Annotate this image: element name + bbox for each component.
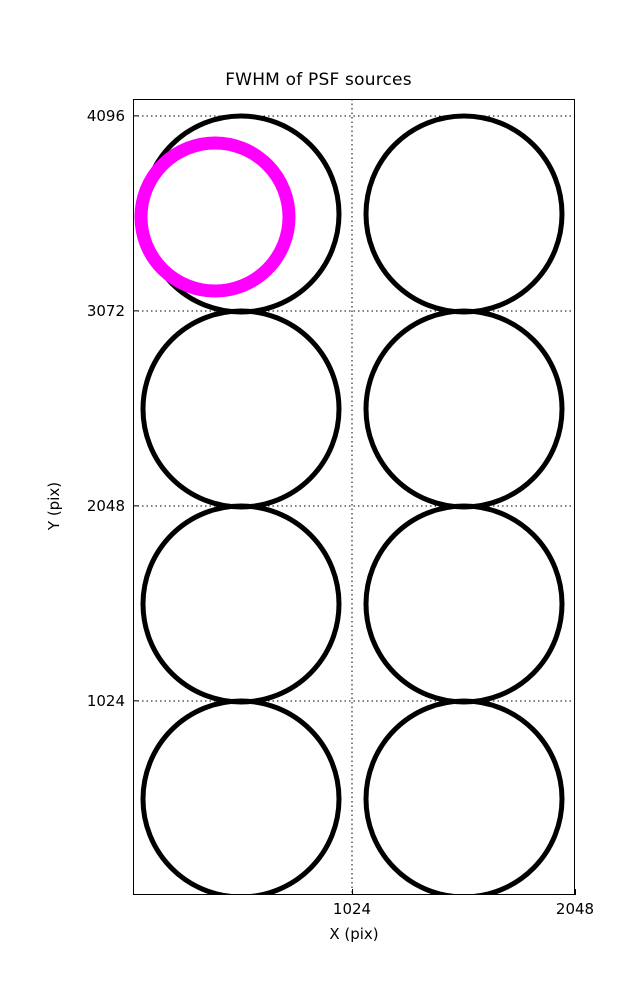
- ytick-mark-4096: [133, 115, 139, 117]
- axes-frame: [133, 99, 575, 895]
- ytick-label-1024: 1024: [86, 692, 125, 710]
- page-title: FWHM of PSF sources: [225, 70, 412, 90]
- y-axis-label: Y (pix): [45, 481, 63, 531]
- xtick-label-1024: 1024: [332, 900, 372, 918]
- ytick-mark-1024: [133, 700, 139, 702]
- ytick-label-2048: 2048: [86, 497, 125, 515]
- xtick-mark-1024: [352, 889, 354, 895]
- x-axis-label: X (pix): [329, 925, 379, 943]
- ytick-label-3072: 3072: [86, 302, 125, 320]
- ytick-label-4096: 4096: [86, 107, 125, 125]
- ytick-mark-3072: [133, 310, 139, 312]
- xtick-label-2048: 2048: [555, 900, 595, 918]
- xtick-mark-2048: [575, 889, 577, 895]
- ytick-mark-2048: [133, 505, 139, 507]
